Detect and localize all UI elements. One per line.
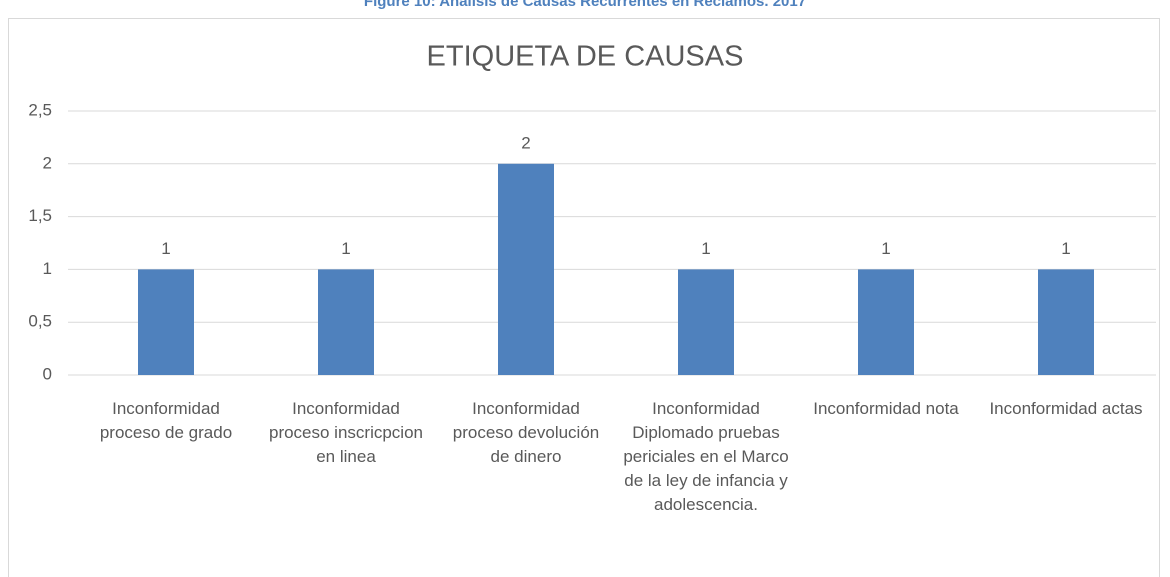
bar (1038, 269, 1094, 375)
bar (318, 269, 374, 375)
data-label: 1 (1061, 239, 1070, 258)
y-tick-label: 1,5 (28, 206, 52, 225)
data-label: 1 (161, 239, 170, 258)
x-tick-label: Inconformidad proceso devolución de dine… (452, 399, 600, 466)
bar (498, 163, 554, 375)
x-tick-label: Inconformidad proceso inscricpcion en li… (268, 399, 423, 466)
data-label: 1 (881, 239, 890, 258)
data-label: 1 (341, 239, 350, 258)
caption: Figure 10: Análisis de Causas Recurrente… (364, 0, 806, 10)
x-tick-label: Inconformidad nota (813, 399, 959, 418)
x-tick-label: Inconformidad proceso de grado (99, 399, 233, 442)
y-tick-label: 0 (43, 364, 52, 383)
bar (138, 269, 194, 375)
y-tick-label: 2,5 (28, 100, 52, 119)
data-label: 2 (521, 133, 530, 152)
bar (858, 269, 914, 375)
data-label: 1 (701, 239, 710, 258)
chart-frame (8, 18, 1160, 577)
y-tick-label: 2 (43, 153, 52, 172)
chart-title: ETIQUETA DE CAUSAS (427, 41, 744, 73)
y-tick-label: 1 (43, 259, 52, 278)
bar (678, 269, 734, 375)
x-tick-label: Inconformidad Diplomado pruebas pericial… (623, 399, 789, 514)
x-tick-label: Inconformidad actas (989, 399, 1143, 418)
y-tick-label: 0,5 (28, 312, 52, 331)
